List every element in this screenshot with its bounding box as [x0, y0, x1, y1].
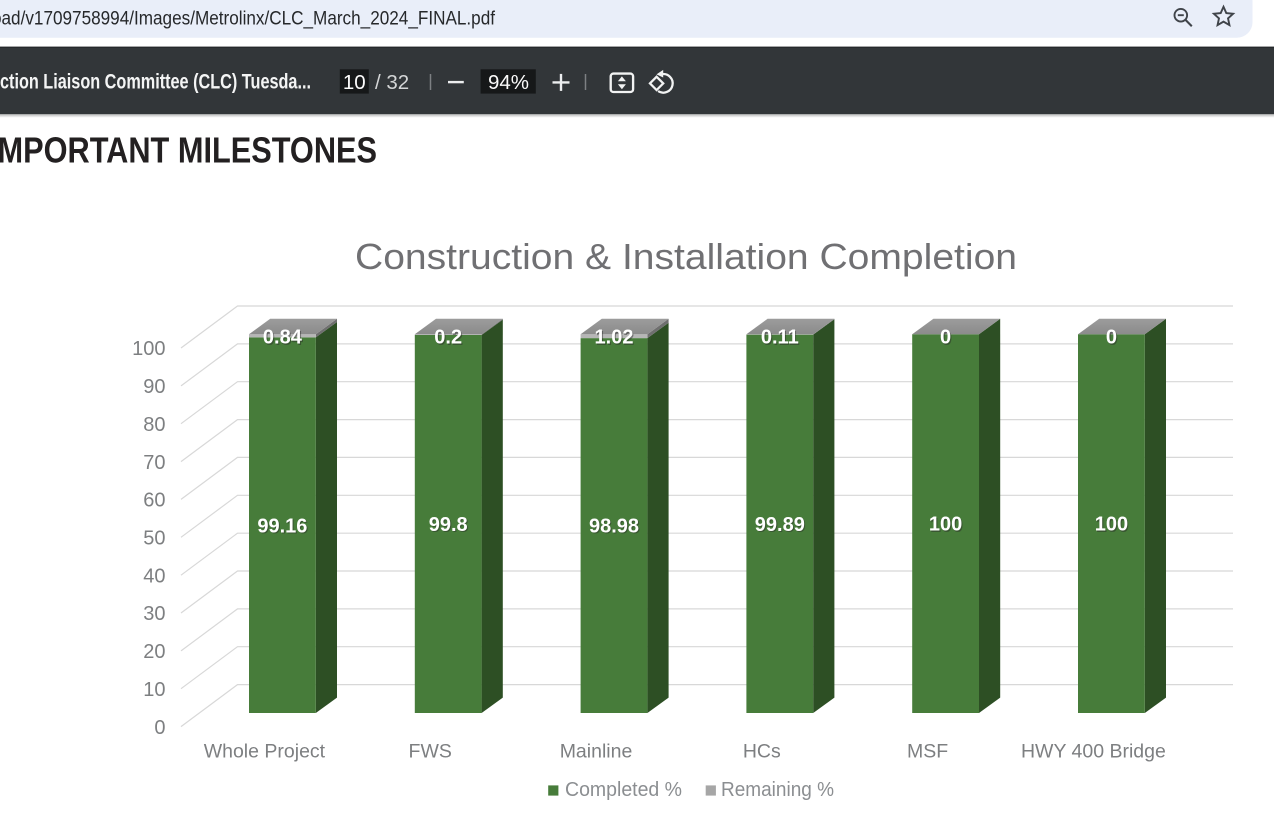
- svg-text:30: 30: [143, 603, 165, 625]
- svg-text:oad/v1709758994/Images/Metroli: oad/v1709758994/Images/Metrolinx/CLC_Mar…: [0, 9, 496, 30]
- svg-text:0.11: 0.11: [761, 327, 799, 349]
- svg-text:1.02: 1.02: [595, 327, 634, 349]
- svg-text:99.89: 99.89: [755, 514, 805, 536]
- svg-text:70: 70: [143, 452, 165, 474]
- svg-text:MSF: MSF: [907, 741, 948, 763]
- svg-text:0.2: 0.2: [434, 327, 462, 349]
- svg-text:10: 10: [343, 71, 366, 94]
- svg-text:60: 60: [143, 490, 165, 512]
- svg-text:HWY 400 Bridge: HWY 400 Bridge: [1021, 741, 1166, 763]
- svg-text:94%: 94%: [488, 71, 529, 94]
- svg-text:100: 100: [1096, 515, 1129, 537]
- svg-text:90: 90: [143, 376, 165, 398]
- svg-text:0: 0: [940, 327, 951, 349]
- svg-text:99.89: 99.89: [756, 515, 806, 537]
- svg-text:0.2: 0.2: [435, 328, 463, 350]
- svg-text:20: 20: [143, 641, 165, 663]
- svg-text:99.8: 99.8: [429, 514, 468, 536]
- svg-text:0: 0: [941, 328, 952, 350]
- svg-text:0: 0: [1107, 328, 1118, 350]
- svg-text:0.84: 0.84: [263, 327, 303, 349]
- svg-text:Construction & Installation Co: Construction & Installation Completion: [355, 236, 1017, 277]
- svg-text:100: 100: [929, 514, 962, 536]
- svg-text:99.16: 99.16: [258, 516, 308, 538]
- svg-text:FWS: FWS: [409, 741, 452, 763]
- svg-text:Completed %: Completed %: [565, 778, 682, 801]
- svg-text:98.98: 98.98: [589, 516, 639, 538]
- svg-text:0: 0: [1106, 327, 1117, 349]
- svg-text:IMPORTANT MILESTONES: IMPORTANT MILESTONES: [0, 129, 377, 170]
- svg-text:Remaining %: Remaining %: [721, 778, 834, 801]
- svg-text:50: 50: [143, 528, 165, 550]
- svg-text:99.16: 99.16: [257, 515, 307, 537]
- svg-text:0: 0: [154, 717, 165, 739]
- svg-text:0.11: 0.11: [762, 328, 800, 350]
- svg-text:80: 80: [143, 414, 165, 436]
- svg-text:Mainline: Mainline: [560, 741, 633, 763]
- svg-text:1.02: 1.02: [596, 328, 635, 350]
- svg-text:HCs: HCs: [743, 741, 781, 763]
- svg-text:10: 10: [143, 679, 165, 701]
- svg-text:ction Liaison Committee (CLC): ction Liaison Committee (CLC) Tuesda...: [0, 71, 311, 94]
- svg-text:99.8: 99.8: [430, 515, 469, 537]
- svg-text:100: 100: [1095, 514, 1128, 536]
- svg-text:40: 40: [143, 565, 165, 587]
- svg-text:100: 100: [930, 515, 963, 537]
- svg-text:Whole Project: Whole Project: [204, 741, 326, 763]
- svg-text:/ 32: / 32: [375, 71, 409, 94]
- svg-text:0.84: 0.84: [264, 328, 304, 350]
- svg-text:100: 100: [132, 338, 165, 360]
- svg-text:98.98: 98.98: [590, 517, 640, 539]
